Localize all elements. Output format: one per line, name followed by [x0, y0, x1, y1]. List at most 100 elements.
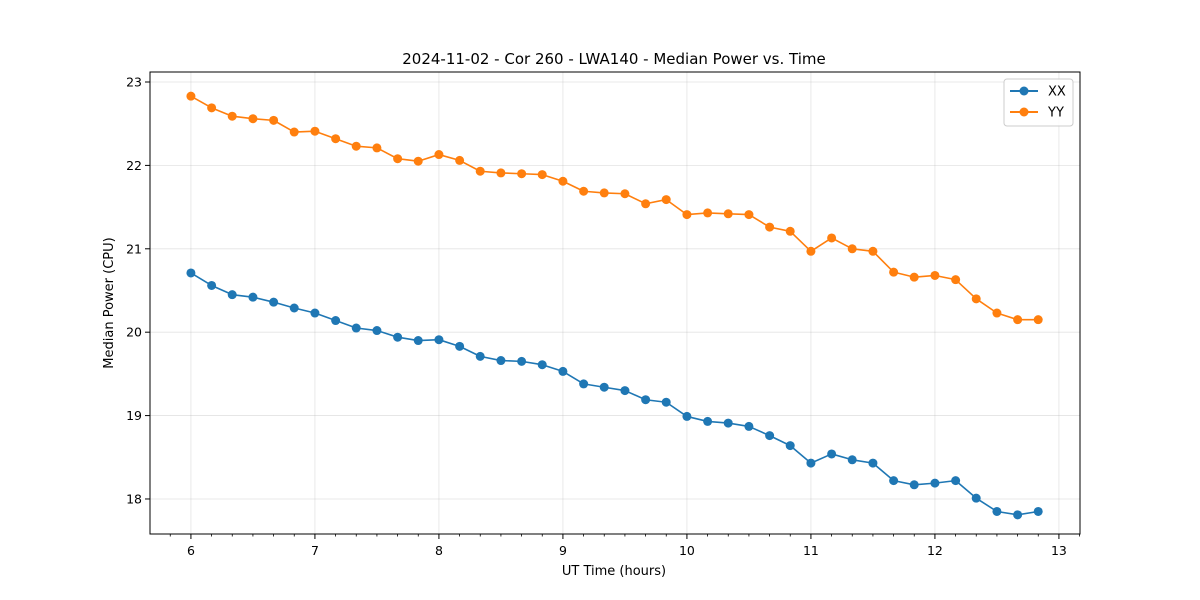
x-tick-label: 6	[187, 543, 195, 558]
data-point-xx	[641, 395, 651, 405]
data-point-xx	[682, 411, 692, 421]
data-point-yy	[951, 275, 961, 285]
x-axis-label: UT Time (hours)	[562, 564, 666, 579]
legend-label-xx: XX	[1048, 85, 1066, 100]
data-point-xx	[558, 366, 568, 376]
data-point-xx	[620, 386, 630, 396]
data-point-yy	[227, 111, 237, 121]
data-point-xx	[827, 449, 837, 459]
y-tick-label: 21	[126, 241, 142, 256]
data-point-xx	[971, 493, 981, 503]
data-point-xx	[289, 303, 299, 313]
data-point-yy	[186, 91, 196, 101]
data-point-yy	[1013, 315, 1023, 325]
data-point-yy	[620, 189, 630, 199]
data-point-xx	[1013, 510, 1023, 520]
data-point-yy	[248, 114, 258, 124]
x-tick-label: 8	[435, 543, 443, 558]
axis-ticks: 6 7 8 9 10 11 12 13 18 19 20 21 22 23	[126, 75, 1080, 558]
grid-lines	[150, 72, 1080, 534]
data-point-xx	[992, 506, 1002, 516]
data-point-yy	[413, 156, 423, 166]
legend-marker-xx	[1019, 86, 1029, 96]
data-point-yy	[930, 270, 940, 280]
data-point-xx	[909, 480, 919, 490]
series-layer	[186, 91, 1043, 520]
data-point-yy	[765, 222, 775, 232]
data-point-yy	[496, 168, 506, 178]
data-point-xx	[1033, 506, 1043, 516]
legend-label-yy: YY	[1047, 106, 1064, 121]
data-point-yy	[207, 103, 217, 113]
x-tick-label: 7	[311, 543, 319, 558]
data-point-yy	[310, 126, 320, 136]
data-point-yy	[372, 143, 382, 153]
data-point-xx	[847, 455, 857, 465]
data-point-xx	[455, 341, 465, 351]
data-point-xx	[248, 292, 258, 302]
plot-frame	[149, 71, 1081, 535]
data-point-yy	[889, 267, 899, 277]
data-point-xx	[951, 476, 961, 486]
data-point-xx	[475, 351, 485, 361]
data-point-xx	[765, 431, 775, 441]
data-point-yy	[269, 115, 279, 125]
data-point-yy	[393, 154, 403, 164]
data-point-yy	[537, 170, 547, 180]
data-point-xx	[186, 268, 196, 278]
data-point-yy	[455, 155, 465, 165]
y-tick-label: 23	[126, 75, 142, 90]
legend: XX YY	[1003, 78, 1074, 127]
data-point-yy	[806, 246, 816, 256]
x-tick-label: 10	[679, 543, 695, 558]
x-tick-label: 11	[803, 543, 819, 558]
data-point-xx	[207, 280, 217, 290]
data-point-xx	[723, 418, 733, 428]
data-point-yy	[827, 233, 837, 243]
data-point-xx	[310, 308, 320, 318]
data-point-yy	[785, 226, 795, 236]
data-point-yy	[909, 272, 919, 282]
data-point-xx	[269, 297, 279, 307]
data-point-yy	[599, 188, 609, 198]
data-point-yy	[434, 150, 444, 160]
y-tick-label: 18	[126, 491, 142, 506]
data-point-yy	[289, 127, 299, 137]
data-point-xx	[351, 323, 361, 333]
data-point-xx	[703, 416, 713, 426]
data-point-yy	[475, 166, 485, 176]
x-tick-label: 12	[927, 543, 943, 558]
data-point-xx	[744, 421, 754, 431]
data-point-xx	[661, 397, 671, 407]
data-point-yy	[661, 195, 671, 205]
data-point-yy	[579, 186, 589, 196]
data-point-xx	[372, 326, 382, 336]
data-point-xx	[496, 356, 506, 366]
data-point-xx	[227, 290, 237, 300]
data-point-xx	[434, 335, 444, 345]
data-point-xx	[785, 441, 795, 451]
data-point-yy	[331, 134, 341, 144]
data-point-xx	[331, 316, 341, 326]
data-point-xx	[537, 360, 547, 370]
data-point-xx	[930, 478, 940, 488]
data-point-yy	[744, 210, 754, 220]
data-point-yy	[868, 246, 878, 256]
x-tick-label: 13	[1051, 543, 1067, 558]
data-point-yy	[1033, 315, 1043, 325]
data-point-yy	[641, 199, 651, 209]
data-point-xx	[806, 458, 816, 468]
data-point-xx	[517, 356, 527, 366]
data-point-xx	[599, 382, 609, 392]
data-point-yy	[558, 176, 568, 186]
data-point-xx	[393, 332, 403, 342]
data-point-yy	[847, 244, 857, 254]
data-point-yy	[992, 308, 1002, 318]
data-point-xx	[579, 379, 589, 389]
data-point-xx	[413, 336, 423, 346]
y-tick-label: 20	[126, 325, 142, 340]
data-point-yy	[703, 208, 713, 218]
data-point-yy	[971, 294, 981, 304]
